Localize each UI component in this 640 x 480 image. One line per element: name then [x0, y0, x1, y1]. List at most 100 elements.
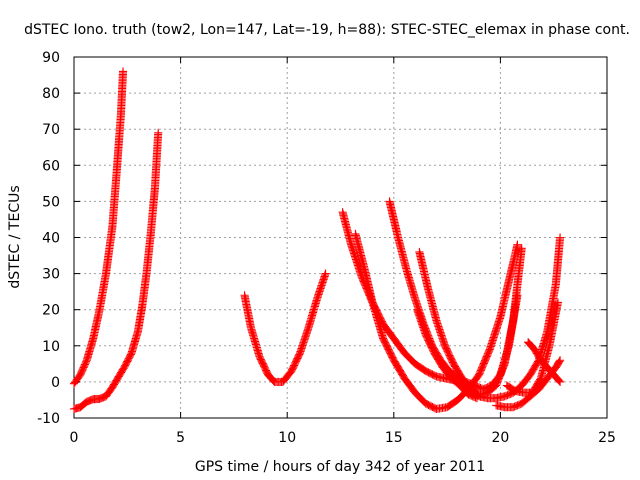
data-point-arc6-0: [385, 197, 402, 241]
data-marks: [69, 67, 565, 414]
data-point-arc7-2: [432, 316, 449, 349]
data-point-arc4-8: [421, 367, 440, 380]
series-arc3: [240, 269, 330, 386]
data-point-arc5-4: [389, 356, 408, 382]
x-axis-label: GPS time / hours of day 342 of year 2011: [195, 459, 485, 475]
data-point-arc8-5: [455, 381, 472, 398]
data-point-arc9-7: [500, 389, 516, 401]
series-arc2: [69, 128, 163, 414]
data-point-arc1-4: [95, 271, 110, 314]
data-point-arc1-6: [108, 170, 121, 231]
data-point-arc10-5: [534, 375, 551, 394]
data-point-arc5-5: [400, 374, 419, 396]
data-point-arc10-2: [509, 400, 525, 412]
data-point-arc7-8: [483, 382, 499, 397]
axis-ticks: 0 5 10 15 20 25 -10 0 10 20 30 40 50 60 70 80 90: [37, 50, 616, 446]
data-point-arc11-5: [545, 299, 562, 350]
data-point-arc3-1: [246, 323, 264, 360]
y-tick-label: 20: [42, 303, 60, 319]
data-point-arc3-5: [278, 368, 295, 386]
data-point-arc2-7: [114, 362, 129, 381]
data-point-arc1-5: [101, 224, 117, 278]
data-point-arc9-2: [462, 383, 476, 396]
data-point-arc4-5: [389, 334, 408, 356]
data-point-arc5-3: [379, 334, 398, 363]
x-tick-label: 15: [385, 430, 403, 446]
data-point-arc5-2: [368, 298, 387, 342]
data-point-arc4-0: [338, 208, 355, 248]
data-point-arc5-6: [411, 388, 429, 407]
data-point-arc3-8: [304, 296, 321, 332]
data-point-arc5-12: [475, 346, 494, 379]
data-point-arc5-16: [513, 240, 522, 249]
data-point-arc9-10: [526, 357, 543, 379]
data-point-arc7-4: [449, 359, 466, 382]
y-tick-label: 0: [51, 375, 60, 391]
data-point-arc2-10: [133, 303, 147, 336]
data-point-arc12-5: [556, 377, 565, 386]
data-point-arc2-6: [108, 373, 123, 392]
data-point-arc9-12: [543, 281, 560, 336]
data-point-arc6-2: [402, 265, 419, 302]
data-point-arc3-3: [263, 370, 278, 385]
x-tick-label: 5: [176, 430, 185, 446]
data-point-arc2-12: [142, 231, 155, 278]
data-point-arc3-10: [321, 269, 330, 278]
data-point-arc1-0: [69, 371, 84, 388]
data-point-arc5-14: [496, 278, 513, 321]
data-point-arc2-11: [138, 271, 151, 311]
data-point-arc3-9: [312, 271, 330, 303]
data-point-arc2-8: [121, 350, 135, 370]
data-point-arc2-13: [146, 184, 159, 238]
data-point-arc7-11: [509, 245, 526, 325]
y-tick-label: 90: [42, 50, 60, 66]
data-point-arc8-4: [447, 374, 463, 389]
y-axis-label: dSTEC / TECUs: [7, 185, 23, 288]
data-point-arc4-7: [411, 359, 429, 375]
data-point-arc1-2: [82, 335, 97, 365]
data-point-arc12-2: [536, 356, 551, 371]
y-tick-label: -10: [37, 411, 60, 427]
data-point-arc5-0: [351, 229, 368, 269]
data-point-arc7-10: [500, 318, 517, 368]
data-point-arc6-11: [479, 382, 495, 394]
data-point-arc2-15: [154, 128, 163, 137]
data-point-arc3-0: [240, 291, 255, 331]
data-point-arc12-1: [530, 345, 545, 363]
data-point-arc2-14: [150, 130, 163, 192]
data-point-arc12-3: [543, 363, 557, 378]
y-tick-label: 80: [42, 86, 60, 102]
data-point-arc9-0: [449, 370, 463, 384]
x-tick-label: 25: [598, 430, 616, 446]
series-arc12: [524, 338, 565, 386]
data-point-arc2-5: [101, 384, 116, 401]
data-point-arc4-4: [379, 320, 397, 342]
data-point-arc8-3: [438, 363, 455, 382]
data-point-arc4-1: [347, 240, 366, 280]
y-tick-label: 70: [42, 122, 60, 138]
chart-title: dSTEC Iono. truth (tow2, Lon=147, Lat=-1…: [24, 22, 630, 38]
data-point-arc1-8: [116, 68, 128, 119]
data-point-arc7-9: [492, 361, 509, 390]
y-tick-label: 10: [42, 339, 60, 355]
data-point-arc5-1: [359, 262, 377, 306]
x-tick-label: 10: [278, 430, 296, 446]
data-point-arc10-7: [551, 357, 564, 372]
data-point-arc1-1: [76, 357, 91, 379]
data-point-arc9-13: [551, 235, 565, 289]
data-point-arc12-0: [524, 338, 538, 353]
data-point-arc9-9: [517, 371, 534, 390]
data-point-arc8-0: [413, 305, 430, 338]
series-arc1: [69, 67, 128, 388]
data-point-arc11-3: [528, 375, 545, 397]
grid: [74, 57, 607, 418]
y-tick-label: 60: [42, 158, 60, 174]
data-point-arc7-0: [415, 247, 432, 291]
data-point-arc2-9: [127, 328, 142, 358]
x-tick-label: 20: [491, 430, 509, 446]
data-point-arc9-1: [455, 376, 470, 391]
y-tick-label: 30: [42, 267, 60, 283]
x-tick-label: 0: [70, 430, 79, 446]
data-point-arc8-1: [421, 330, 438, 356]
